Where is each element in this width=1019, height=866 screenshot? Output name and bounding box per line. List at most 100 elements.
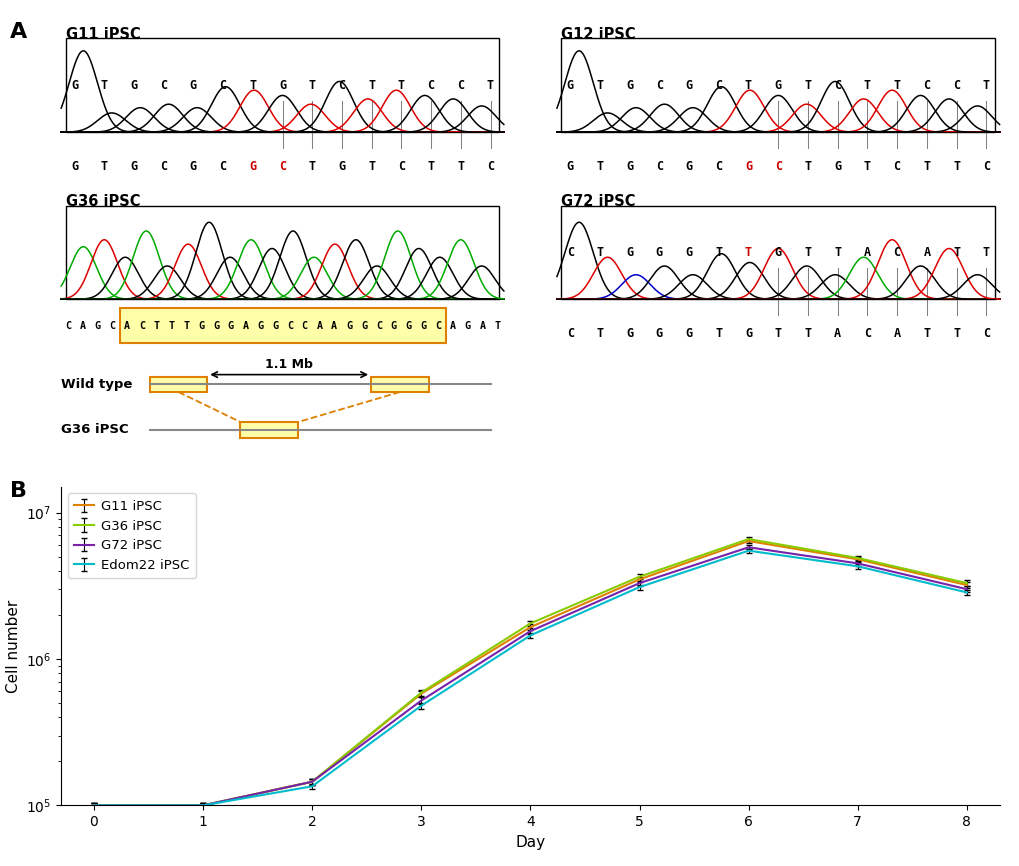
Text: T: T xyxy=(863,79,870,92)
Text: T: T xyxy=(893,79,900,92)
Text: T: T xyxy=(863,160,870,173)
Text: T: T xyxy=(486,79,493,92)
Text: A: A xyxy=(922,246,929,259)
Text: T: T xyxy=(309,160,316,173)
Text: G: G xyxy=(130,79,138,92)
Text: C: C xyxy=(139,320,145,331)
Text: A: A xyxy=(893,327,900,340)
Text: C: C xyxy=(567,246,574,259)
Text: G: G xyxy=(190,160,197,173)
Bar xyxy=(65,38,499,132)
Text: T: T xyxy=(427,160,434,173)
Text: T: T xyxy=(834,246,841,259)
Y-axis label: Cell number: Cell number xyxy=(6,599,20,693)
Text: C: C xyxy=(427,79,434,92)
Text: C: C xyxy=(375,320,381,331)
Text: G: G xyxy=(405,320,411,331)
Text: T: T xyxy=(183,320,190,331)
Text: C: C xyxy=(160,79,167,92)
Text: T: T xyxy=(714,327,721,340)
Text: A: A xyxy=(79,320,86,331)
Text: G: G xyxy=(626,327,633,340)
Text: G: G xyxy=(685,79,692,92)
Text: T: T xyxy=(101,160,108,173)
Text: A: A xyxy=(479,320,485,331)
Text: G: G xyxy=(338,160,345,173)
Text: C: C xyxy=(863,327,870,340)
Text: C: C xyxy=(286,320,292,331)
Text: C: C xyxy=(338,79,345,92)
Text: G36 iPSC: G36 iPSC xyxy=(65,194,140,209)
Text: A: A xyxy=(124,320,130,331)
Text: G: G xyxy=(685,160,692,173)
Text: T: T xyxy=(101,79,108,92)
Text: T: T xyxy=(744,79,751,92)
Text: C: C xyxy=(922,79,929,92)
Text: T: T xyxy=(457,160,464,173)
Text: G: G xyxy=(71,79,78,92)
Text: G: G xyxy=(249,160,256,173)
Text: T: T xyxy=(714,246,721,259)
Text: T: T xyxy=(804,246,811,259)
Text: C: C xyxy=(434,320,440,331)
Text: C: C xyxy=(714,160,721,173)
Text: C: C xyxy=(893,246,900,259)
FancyBboxPatch shape xyxy=(150,377,207,392)
Text: G: G xyxy=(744,327,751,340)
Text: T: T xyxy=(952,327,959,340)
Text: A: A xyxy=(331,320,337,331)
Text: C: C xyxy=(160,160,167,173)
Text: G: G xyxy=(361,320,367,331)
Text: C: C xyxy=(774,160,782,173)
Text: T: T xyxy=(981,79,988,92)
Text: A: A xyxy=(10,22,28,42)
Text: T: T xyxy=(596,246,603,259)
Text: G: G xyxy=(345,320,352,331)
Text: G: G xyxy=(626,246,633,259)
Text: G72 iPSC: G72 iPSC xyxy=(560,194,635,209)
Text: G: G xyxy=(130,160,138,173)
Bar xyxy=(65,205,499,300)
X-axis label: Day: Day xyxy=(515,835,545,850)
FancyBboxPatch shape xyxy=(371,377,428,392)
Text: G: G xyxy=(655,327,662,340)
Text: G: G xyxy=(685,327,692,340)
Text: T: T xyxy=(596,327,603,340)
Text: T: T xyxy=(397,79,405,92)
Text: B: B xyxy=(10,481,28,501)
Text: C: C xyxy=(893,160,900,173)
Text: T: T xyxy=(596,79,603,92)
Text: G: G xyxy=(420,320,426,331)
Text: C: C xyxy=(486,160,493,173)
Text: G: G xyxy=(774,246,782,259)
Text: C: C xyxy=(457,79,464,92)
Text: T: T xyxy=(368,79,375,92)
Bar xyxy=(560,38,995,132)
Text: C: C xyxy=(714,79,721,92)
FancyBboxPatch shape xyxy=(119,308,445,344)
Text: G: G xyxy=(272,320,278,331)
Text: T: T xyxy=(922,160,929,173)
Text: C: C xyxy=(981,327,988,340)
Text: C: C xyxy=(278,160,285,173)
Text: G: G xyxy=(567,79,574,92)
Text: G: G xyxy=(834,160,841,173)
FancyBboxPatch shape xyxy=(240,422,298,437)
Legend: G11 iPSC, G36 iPSC, G72 iPSC, Edom22 iPSC: G11 iPSC, G36 iPSC, G72 iPSC, Edom22 iPS… xyxy=(67,494,196,578)
Text: G: G xyxy=(655,246,662,259)
Text: G: G xyxy=(626,160,633,173)
Text: G12 iPSC: G12 iPSC xyxy=(560,27,636,42)
Text: A: A xyxy=(834,327,841,340)
Text: C: C xyxy=(655,160,662,173)
Text: T: T xyxy=(804,79,811,92)
Text: T: T xyxy=(596,160,603,173)
Text: T: T xyxy=(922,327,929,340)
Text: G: G xyxy=(227,320,233,331)
Text: G: G xyxy=(190,79,197,92)
Text: G: G xyxy=(390,320,396,331)
Text: G: G xyxy=(774,79,782,92)
Text: G: G xyxy=(744,160,751,173)
Text: G36 iPSC: G36 iPSC xyxy=(61,423,128,436)
Text: G: G xyxy=(71,160,78,173)
Text: G: G xyxy=(257,320,263,331)
